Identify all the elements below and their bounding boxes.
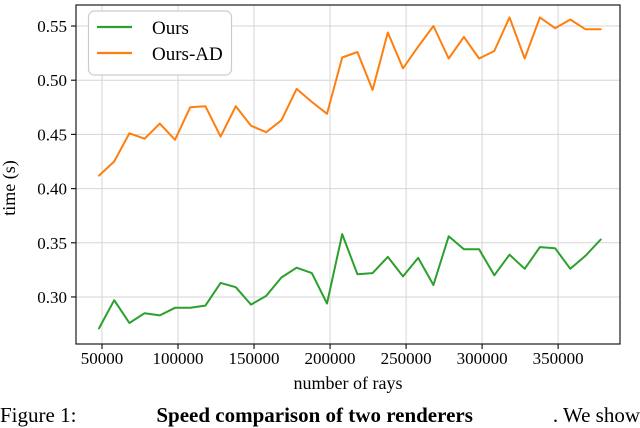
plot-frame [75, 4, 621, 345]
caption-bold: Speed comparison of two renderers [156, 403, 473, 427]
y-tick-label: 0.35 [37, 234, 67, 253]
chart-area: 50000 100000 150000 200000 250000 300000 35000… [0, 4, 621, 393]
x-tick-label: 350000 [533, 349, 584, 368]
y-tick-label: 0.50 [37, 71, 67, 90]
x-tick-label: 200000 [305, 349, 356, 368]
chart-svg: 50000 100000 150000 200000 250000 300000 35000… [0, 4, 621, 393]
y-tick-label: 0.30 [37, 288, 67, 307]
y-tick-label: 0.40 [37, 180, 67, 199]
y-tick-label: 0.55 [37, 17, 67, 36]
y-axis-label: time (s) [0, 160, 20, 216]
caption-suffix: . We show [552, 403, 640, 427]
series-line-ours [98, 233, 602, 330]
x-tick-label: 100000 [153, 349, 204, 368]
caption-prefix: Figure 1: [0, 403, 77, 427]
y-tick-label: 0.45 [37, 125, 67, 144]
legend-label-ours: Ours [152, 18, 189, 39]
grid [76, 5, 620, 344]
x-tick-label: 250000 [381, 349, 432, 368]
x-axis: 50000 100000 150000 200000 250000 300000 35000… [81, 344, 584, 368]
legend: Ours Ours-AD [87, 10, 233, 76]
legend-label-ours-ad: Ours-AD [152, 44, 223, 65]
x-tick-label: 300000 [457, 349, 508, 368]
y-axis: 0.30 0.35 0.40 0.45 0.50 0.55 [37, 17, 76, 307]
x-axis-label: number of rays [294, 373, 403, 393]
x-tick-label: 50000 [81, 349, 124, 368]
series-line-ours-ad [98, 16, 602, 177]
figure-caption: Figure 1: Speed comparison of two render… [0, 402, 640, 428]
x-tick-label: 150000 [229, 349, 280, 368]
